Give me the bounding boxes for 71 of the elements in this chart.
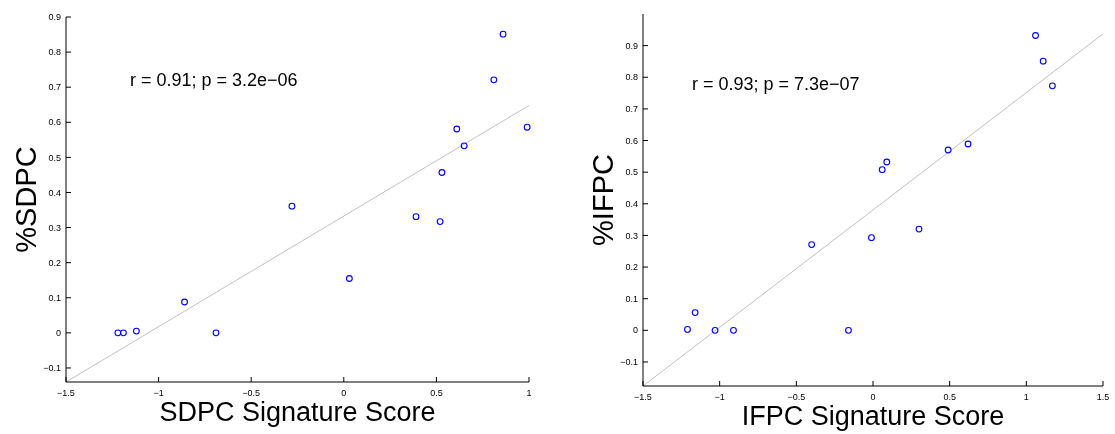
x-tick-label: −1.5 — [634, 392, 652, 402]
point — [499, 30, 507, 38]
x-tick-label: 0.5 — [430, 388, 443, 398]
y-tick-label: 0.2 — [48, 257, 61, 268]
x-axis-title: SDPC Signature Score — [159, 397, 436, 427]
y-tick-label: 0.9 — [625, 40, 638, 51]
point — [212, 329, 220, 337]
y-tick-label: 0.1 — [625, 293, 638, 304]
y-tick-label: 0.1 — [48, 292, 61, 303]
y-tick-label: 0.6 — [48, 117, 61, 128]
point — [1032, 32, 1039, 39]
x-tick-label: 1.5 — [1096, 392, 1110, 402]
x-tick-label: −1.5 — [57, 388, 75, 398]
annotation: r = 0.93; p = 7.3e−07 — [692, 74, 860, 94]
x-tick-label: −1 — [153, 388, 164, 398]
x-tick-label: 1 — [1023, 392, 1029, 402]
point — [964, 140, 972, 148]
point — [438, 169, 446, 176]
y-axis-title: %SDPC — [10, 146, 42, 253]
y-tick-label: 0.9 — [48, 12, 61, 23]
y-axis-title: %IFPC — [587, 154, 619, 246]
y-tick-label: 0 — [55, 328, 61, 339]
point — [181, 298, 188, 306]
point — [730, 326, 737, 334]
point — [845, 326, 852, 334]
point — [453, 125, 461, 133]
y-tick-label: −0.1 — [43, 363, 61, 374]
point — [114, 329, 122, 337]
y-tick-label: 0.6 — [625, 135, 638, 146]
y-tick-label: 0.8 — [625, 72, 638, 83]
y-tick-label: 0.7 — [48, 82, 61, 93]
y-tick-label: 0.3 — [48, 222, 61, 233]
y-tick-label: 0.4 — [625, 198, 638, 209]
x-tick-label: 1 — [526, 388, 532, 398]
x-tick-label: 0 — [870, 392, 876, 402]
point — [915, 225, 923, 233]
point — [523, 123, 531, 131]
y-tick-label: 0 — [632, 325, 638, 336]
point — [1039, 57, 1047, 65]
point — [711, 326, 719, 334]
x-tick-label: −0.5 — [242, 388, 261, 398]
point — [808, 241, 816, 249]
point — [1048, 82, 1056, 90]
point — [490, 76, 498, 84]
x-tick-label: −1 — [714, 392, 725, 402]
point — [436, 218, 444, 226]
point — [883, 158, 891, 166]
point — [944, 146, 952, 154]
y-tick-label: 0.3 — [625, 230, 638, 241]
point — [288, 202, 296, 210]
point — [345, 275, 353, 282]
x-tick-label: 0.5 — [943, 392, 956, 402]
y-tick-label: 0.4 — [48, 187, 61, 198]
x-tick-label: 0 — [341, 388, 347, 398]
point — [878, 166, 886, 174]
point — [684, 325, 691, 333]
point — [691, 309, 699, 317]
y-tick-label: −0.1 — [620, 357, 638, 368]
y-tick-label: 0.5 — [48, 152, 61, 163]
y-tick-label: 0.7 — [625, 104, 638, 115]
x-axis-title: IFPC Signature Score — [741, 401, 1005, 431]
y-tick-label: 0.5 — [625, 167, 638, 178]
point — [868, 234, 875, 242]
y-tick-label: 0.2 — [625, 262, 638, 273]
y-tick-label: 0.8 — [48, 47, 61, 58]
point — [119, 329, 127, 337]
point — [460, 142, 468, 150]
annotation: r = 0.91; p = 3.2e−06 — [130, 70, 298, 90]
point — [412, 213, 420, 221]
point — [132, 327, 140, 335]
x-tick-label: −0.5 — [787, 392, 806, 402]
